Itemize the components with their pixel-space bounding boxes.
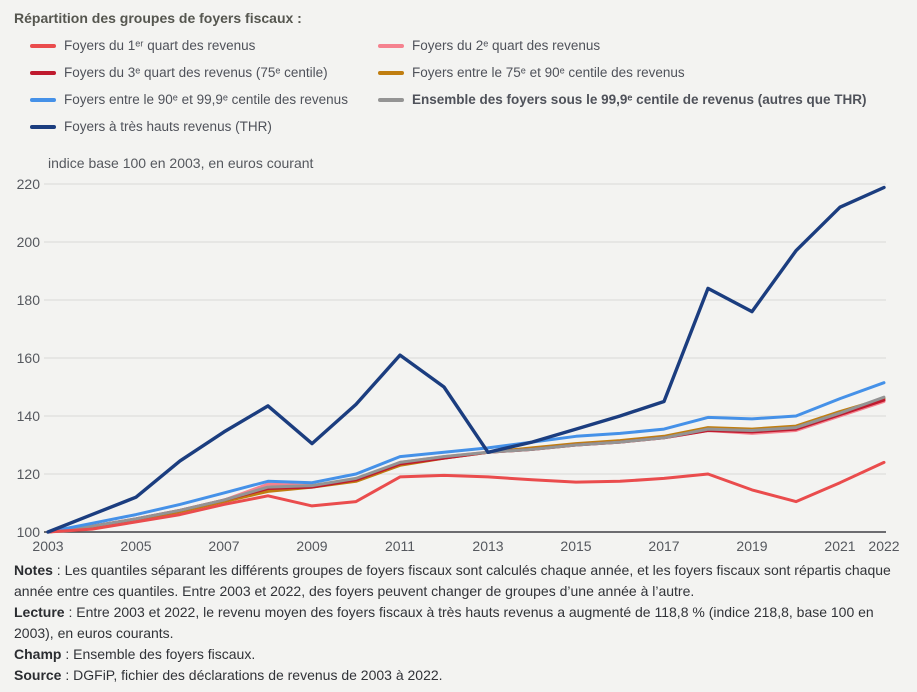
chart-notes: Notes : Les quantiles séparant les diffé… <box>14 560 903 686</box>
note-notes-label: Notes <box>14 562 53 578</box>
note-source: Source : DGFiP, fichier des déclarations… <box>14 665 903 686</box>
legend-swatch-quart3 <box>30 70 56 75</box>
legend-item-quart1[interactable]: Foyers du 1ᵉʳ quart des revenus <box>30 32 378 59</box>
legend-label-ensemble: Ensemble des foyers sous le 99,9ᵉ centil… <box>412 92 867 107</box>
x-axis-label: 2009 <box>296 538 327 554</box>
legend-item-centile75-90[interactable]: Foyers entre le 75ᵉ et 90ᵉ centile des r… <box>378 59 903 86</box>
y-axis-label: 140 <box>17 408 41 424</box>
x-axis-label: 2015 <box>560 538 591 554</box>
legend-label-centile75-90: Foyers entre le 75ᵉ et 90ᵉ centile des r… <box>412 65 685 80</box>
note-champ-text: : Ensemble des foyers fiscaux. <box>61 646 256 662</box>
y-axis-label: 220 <box>17 176 41 192</box>
legend-column-right: Foyers du 2ᵉ quart des revenus Foyers en… <box>378 32 903 140</box>
y-axis-label: 120 <box>17 466 41 482</box>
chart-axis-title: indice base 100 en 2003, en euros couran… <box>48 155 314 171</box>
legend-item-thr[interactable]: Foyers à très hauts revenus (THR) <box>30 113 378 140</box>
note-champ: Champ : Ensemble des foyers fiscaux. <box>14 644 903 665</box>
series-line-ensemble_sous_999 <box>46 395 886 534</box>
x-axis-label: 2017 <box>648 538 679 554</box>
note-source-label: Source <box>14 667 62 683</box>
x-axis-label: 2019 <box>736 538 767 554</box>
legend-label-quart2: Foyers du 2ᵉ quart des revenus <box>412 38 601 53</box>
line-chart: 100 120 140 160 180 200 220 2003 2005 2007 2009 201… <box>17 155 900 554</box>
note-lecture-label: Lecture <box>14 604 65 620</box>
note-source-text: : DGFiP, fichier des déclarations de rev… <box>61 667 443 683</box>
x-axis-label: 2007 <box>208 538 239 554</box>
legend-item-ensemble[interactable]: Ensemble des foyers sous le 99,9ᵉ centil… <box>378 86 903 113</box>
legend-label-centile90-999: Foyers entre le 90ᵉ et 99,9ᵉ centile des… <box>64 92 348 107</box>
chart-legend: Foyers du 1ᵉʳ quart des revenus Foyers d… <box>30 32 903 140</box>
note-notes-text: : Les quantiles séparant les différents … <box>14 562 891 599</box>
x-axis-label: 2011 <box>385 538 415 554</box>
series-line-centile90_999 <box>46 381 886 534</box>
legend-swatch-thr <box>30 124 56 129</box>
legend-title: Répartition des groupes de foyers fiscau… <box>14 10 302 26</box>
legend-swatch-quart1 <box>30 43 56 48</box>
legend-item-centile90-999[interactable]: Foyers entre le 90ᵉ et 99,9ᵉ centile des… <box>30 86 378 113</box>
note-lecture: Lecture : Entre 2003 et 2022, le revenu … <box>14 602 903 644</box>
y-axis-label: 200 <box>17 234 41 250</box>
x-axis-label: 2003 <box>32 538 63 554</box>
legend-column-left: Foyers du 1ᵉʳ quart des revenus Foyers d… <box>30 32 378 140</box>
series-line-quart1 <box>46 460 886 534</box>
note-lecture-text: : Entre 2003 et 2022, le revenu moyen de… <box>14 604 874 641</box>
y-axis-label: 160 <box>17 350 41 366</box>
y-axis-label: 180 <box>17 292 41 308</box>
legend-item-quart2[interactable]: Foyers du 2ᵉ quart des revenus <box>378 32 903 59</box>
legend-swatch-ensemble <box>378 97 404 102</box>
x-axis-label: 2005 <box>120 538 151 554</box>
x-axis-label: 2021 <box>824 538 855 554</box>
legend-item-quart3[interactable]: Foyers du 3ᵉ quart des revenus (75ᵉ cent… <box>30 59 378 86</box>
legend-label-quart1: Foyers du 1ᵉʳ quart des revenus <box>64 38 256 53</box>
legend-label-quart3: Foyers du 3ᵉ quart des revenus (75ᵉ cent… <box>64 65 328 80</box>
note-champ-label: Champ <box>14 646 62 662</box>
legend-label-thr: Foyers à très hauts revenus (THR) <box>64 119 272 134</box>
series-line-thr <box>46 185 886 534</box>
note-notes: Notes : Les quantiles séparant les diffé… <box>14 560 903 602</box>
y-axis-label: 100 <box>17 524 41 540</box>
legend-swatch-quart2 <box>378 43 404 48</box>
x-axis-label: 2013 <box>472 538 503 554</box>
legend-swatch-centile75-90 <box>378 70 404 75</box>
legend-swatch-centile90-999 <box>30 97 56 102</box>
x-axis-label: 2022 <box>868 538 899 554</box>
